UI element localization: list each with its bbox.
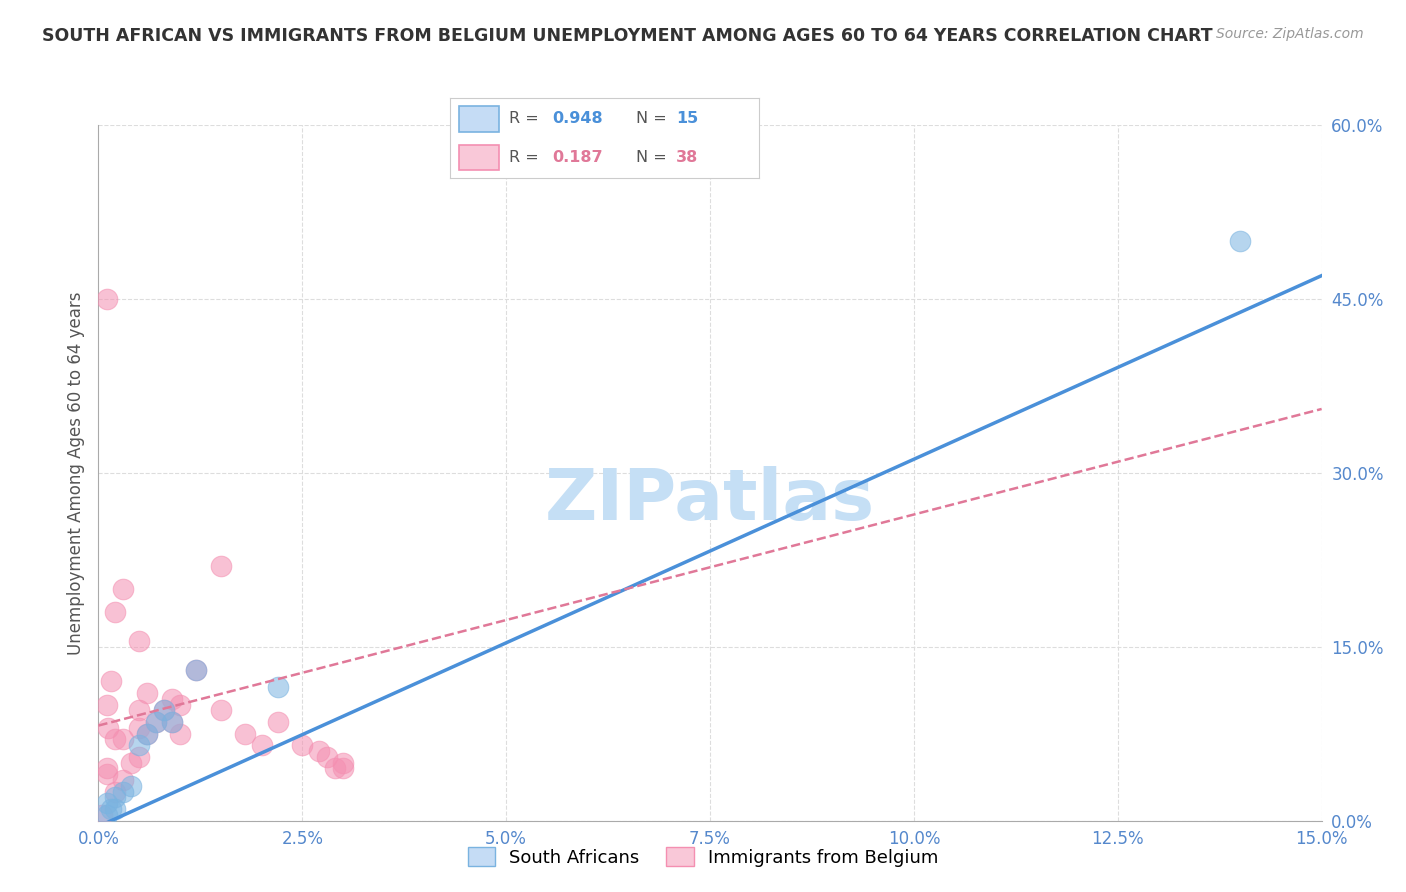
Point: [128, 749, 150, 764]
Text: 0.948: 0.948: [553, 112, 603, 127]
Y-axis label: Unemployment Among Ages 60 to 64 years: Unemployment Among Ages 60 to 64 years: [66, 291, 84, 655]
Point: [267, 680, 290, 694]
Text: N =: N =: [636, 150, 672, 165]
Point: [96, 796, 118, 810]
Point: [111, 785, 134, 799]
Point: [233, 726, 256, 740]
Text: R =: R =: [509, 112, 544, 127]
Point: [323, 761, 346, 775]
Point: [100, 802, 122, 816]
Point: [96, 808, 118, 822]
Point: [128, 633, 150, 648]
Point: [136, 686, 159, 700]
Point: [91, 808, 114, 822]
FancyBboxPatch shape: [460, 106, 499, 132]
Point: [315, 749, 337, 764]
Point: [120, 756, 142, 770]
Text: 0.187: 0.187: [553, 150, 603, 165]
Point: [250, 739, 273, 753]
Point: [128, 703, 150, 717]
Point: [160, 715, 183, 730]
Point: [97, 721, 120, 735]
Point: [120, 779, 142, 793]
Text: R =: R =: [509, 150, 544, 165]
Point: [111, 582, 134, 596]
Point: [291, 739, 314, 753]
Point: [186, 663, 208, 677]
Text: 38: 38: [676, 150, 697, 165]
Point: [209, 703, 232, 717]
Point: [308, 744, 330, 758]
Text: SOUTH AFRICAN VS IMMIGRANTS FROM BELGIUM UNEMPLOYMENT AMONG AGES 60 TO 64 YEARS : SOUTH AFRICAN VS IMMIGRANTS FROM BELGIUM…: [42, 27, 1213, 45]
Point: [136, 726, 159, 740]
Point: [104, 790, 127, 805]
Point: [111, 732, 134, 747]
Point: [104, 802, 127, 816]
Legend: South Africans, Immigrants from Belgium: South Africans, Immigrants from Belgium: [460, 840, 946, 874]
Point: [96, 292, 118, 306]
Point: [1229, 234, 1251, 248]
Point: [160, 715, 183, 730]
Point: [145, 715, 167, 730]
Point: [136, 726, 159, 740]
Point: [267, 715, 290, 730]
Point: [169, 726, 191, 740]
Point: [152, 703, 174, 717]
Point: [169, 698, 191, 712]
Point: [332, 756, 354, 770]
Point: [96, 767, 118, 781]
Point: [332, 761, 354, 775]
Point: [145, 715, 167, 730]
Point: [104, 732, 127, 747]
Point: [186, 663, 208, 677]
Text: Source: ZipAtlas.com: Source: ZipAtlas.com: [1216, 27, 1364, 41]
Point: [160, 692, 183, 706]
Point: [100, 674, 122, 689]
FancyBboxPatch shape: [460, 145, 499, 170]
Point: [152, 703, 174, 717]
Point: [104, 605, 127, 619]
Text: 15: 15: [676, 112, 697, 127]
Point: [128, 739, 150, 753]
Point: [111, 772, 134, 788]
Point: [96, 761, 118, 775]
Point: [96, 698, 118, 712]
Text: ZIPatlas: ZIPatlas: [546, 467, 875, 535]
Point: [104, 785, 127, 799]
Point: [209, 558, 232, 573]
Point: [128, 721, 150, 735]
Text: N =: N =: [636, 112, 672, 127]
